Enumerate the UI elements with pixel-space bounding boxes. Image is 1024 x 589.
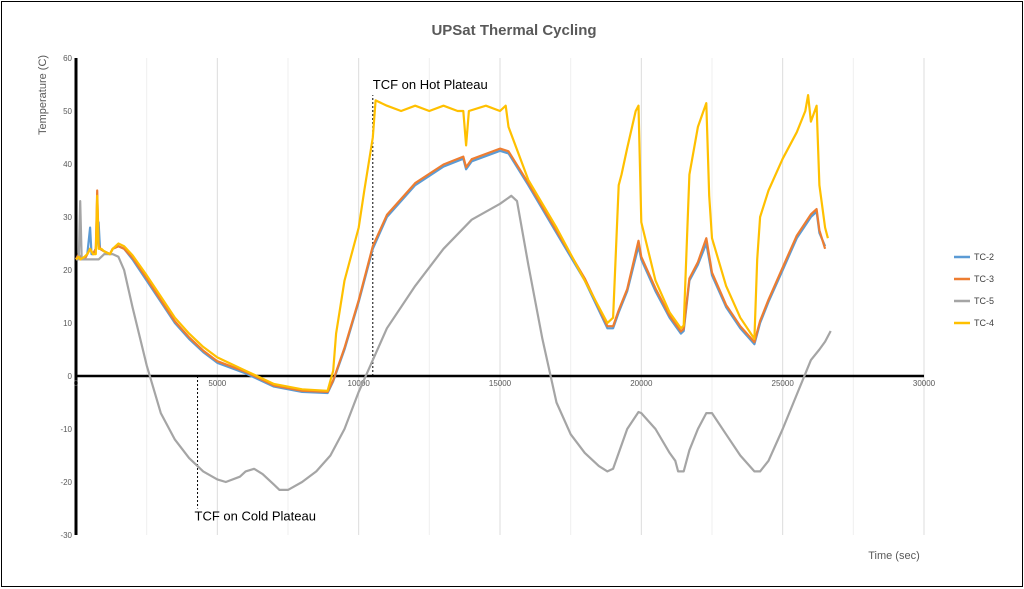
- x-axis-title: Time (sec): [868, 550, 920, 562]
- y-tick-label: -30: [60, 531, 72, 540]
- y-tick-label: 40: [63, 160, 72, 169]
- legend-label-tc-5: TC-5: [974, 296, 994, 306]
- legend-label-tc-4: TC-4: [974, 318, 994, 328]
- x-tick-label: 15000: [489, 379, 512, 388]
- legend-label-tc-3: TC-3: [974, 274, 994, 284]
- x-tick-label: 20000: [630, 379, 653, 388]
- x-tick-label: 10000: [348, 379, 371, 388]
- y-tick-label: -20: [60, 478, 72, 487]
- y-tick-label: 0: [68, 372, 73, 381]
- y-axis-title: Temperature (C): [37, 55, 49, 135]
- legend: TC-2 TC-3 TC-5 TC-4: [954, 252, 994, 328]
- grid-lines: [146, 58, 925, 535]
- annotation-label: TCF on Cold Plateau: [195, 509, 316, 524]
- y-tick-label: 50: [63, 107, 72, 116]
- chart-title: UPSat Thermal Cycling: [431, 22, 596, 39]
- y-tick-label: 60: [63, 54, 72, 63]
- y-tick-label: 20: [63, 266, 72, 275]
- x-tick-label: 30000: [913, 379, 936, 388]
- y-tick-label: -10: [60, 425, 72, 434]
- annotation-label: TCF on Hot Plateau: [373, 77, 488, 92]
- series-line-tc-3: [75, 147, 827, 393]
- y-tick-label: 10: [63, 319, 72, 328]
- legend-label-tc-2: TC-2: [974, 252, 994, 262]
- x-tick-label: 25000: [772, 379, 795, 388]
- series-lines: [75, 94, 832, 491]
- series-line-tc-5: [76, 194, 832, 491]
- y-tick-label: 30: [63, 213, 72, 222]
- x-tick-label: 0: [74, 379, 79, 388]
- series-line-tc-4: [75, 94, 829, 392]
- x-tick-label: 5000: [208, 379, 226, 388]
- tick-labels: -30 -20 -10 0 10 20 30 40 50 60 0 5000 10000 15000 200…: [60, 54, 935, 540]
- annotations: TCF on Hot Plateau TCF on Cold Plateau: [195, 77, 488, 523]
- axes: [74, 58, 924, 535]
